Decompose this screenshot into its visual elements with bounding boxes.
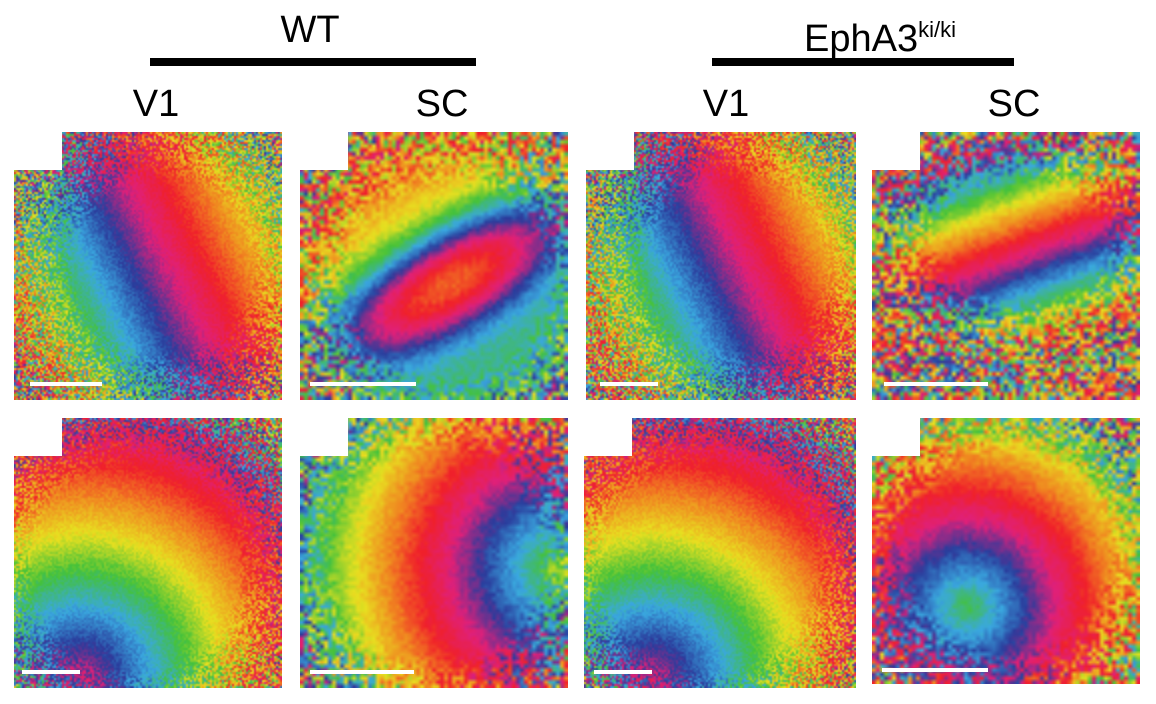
phase-map-wt-sc-bottom xyxy=(300,418,568,688)
panel-corner-notch xyxy=(872,132,920,170)
scale-bar xyxy=(310,670,414,674)
panel-corner-notch xyxy=(14,132,62,170)
panel-corner-notch xyxy=(584,418,632,456)
panel-corner-notch xyxy=(872,418,920,456)
group-title-epha3: EphA3ki/ki xyxy=(804,17,956,60)
column-label-ki-sc: SC xyxy=(987,83,1041,125)
group-title-wt: WT xyxy=(280,9,340,51)
panel-corner-notch xyxy=(300,418,348,456)
scale-bar xyxy=(594,670,652,674)
phase-map-ki-v1-top xyxy=(586,132,856,400)
scale-bar xyxy=(884,382,988,386)
panel-corner-notch xyxy=(300,132,348,170)
column-label-wt-v1: V1 xyxy=(132,83,180,125)
phase-map-ki-sc-bottom xyxy=(872,418,1140,684)
group-bar-wt xyxy=(150,58,476,66)
scale-bar xyxy=(30,382,102,386)
scale-bar xyxy=(310,382,416,386)
column-label-ki-v1: V1 xyxy=(702,83,750,125)
phase-map-wt-sc-top xyxy=(300,132,568,400)
phase-map-ki-v1-bottom xyxy=(584,418,856,688)
phase-map-wt-v1-bottom xyxy=(14,418,282,688)
column-label-wt-sc: SC xyxy=(415,83,469,125)
phase-map-ki-sc-top xyxy=(872,132,1140,400)
panel-corner-notch xyxy=(14,418,62,456)
scale-bar xyxy=(882,668,988,672)
scale-bar xyxy=(22,670,80,674)
scale-bar xyxy=(600,382,658,386)
panel-corner-notch xyxy=(586,132,634,170)
group-bar-epha3 xyxy=(712,58,1014,66)
phase-map-wt-v1-top xyxy=(14,132,282,400)
